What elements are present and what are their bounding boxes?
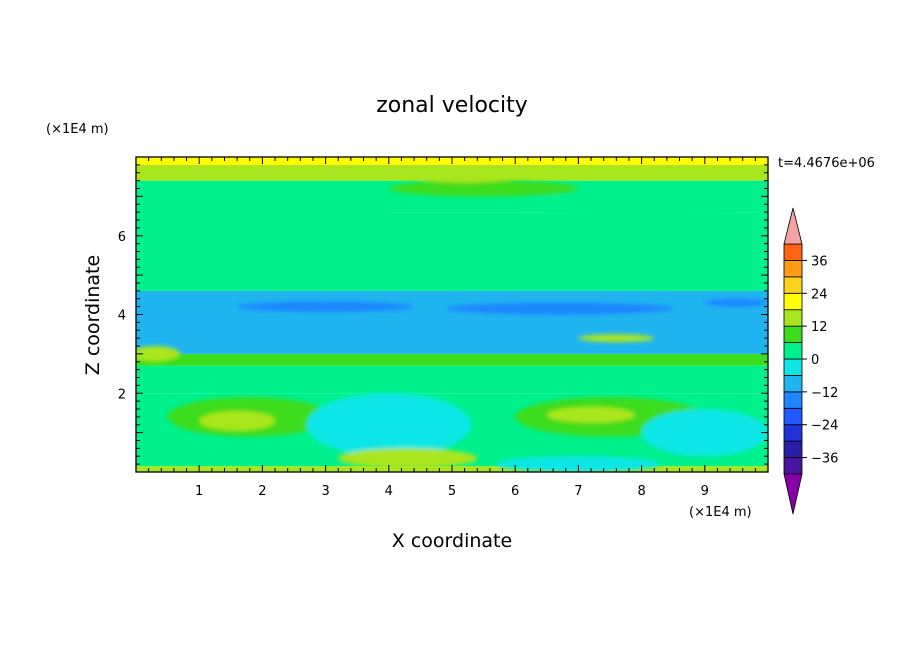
contour-patch-5 bbox=[641, 409, 768, 457]
contour-patch-11 bbox=[262, 227, 642, 276]
contour-patch-1 bbox=[199, 410, 276, 431]
contour-band-4 bbox=[136, 290, 768, 354]
colorbar-swatch bbox=[783, 407, 803, 426]
colorbar-tick-label: 0 bbox=[811, 353, 819, 368]
colorbar-tick-label: 12 bbox=[811, 320, 828, 335]
x-tick-label: 6 bbox=[511, 484, 519, 499]
colorbar-swatch bbox=[783, 440, 803, 458]
contour-patch-18 bbox=[173, 247, 250, 264]
x-tick-label: 2 bbox=[258, 484, 266, 499]
y-axis: 2 4 6 bbox=[118, 164, 768, 465]
x-tick-label: 5 bbox=[448, 484, 456, 499]
contour-patch-16 bbox=[578, 334, 655, 343]
x-tick-label: 8 bbox=[637, 484, 645, 499]
colorbar-swatch bbox=[783, 260, 803, 278]
contour-patch-15 bbox=[414, 170, 516, 183]
colorbar-swatch bbox=[783, 243, 803, 261]
colorbar: 36 24 12 0 −12 −24 −36 bbox=[783, 207, 838, 515]
contour-band-2 bbox=[136, 365, 768, 394]
y-tick-label: 2 bbox=[118, 387, 126, 402]
x-axis: 1 2 3 4 5 6 7 8 9 bbox=[148, 157, 769, 499]
y-tick-label: 6 bbox=[118, 230, 126, 245]
x-tick-label: 4 bbox=[385, 484, 393, 499]
y-axis-label: Z coordinate bbox=[82, 255, 104, 375]
colorbar-tick-label: −24 bbox=[811, 419, 838, 434]
x-tick-label: 3 bbox=[321, 484, 329, 499]
contour-patch-6 bbox=[338, 448, 478, 469]
contour-patch-7 bbox=[496, 456, 661, 472]
colorbar-tick-label: 24 bbox=[811, 287, 828, 302]
contour-patch-2 bbox=[306, 393, 471, 457]
contour-patch-9 bbox=[445, 302, 674, 315]
contour-patch-12 bbox=[136, 200, 389, 224]
colorbar-swatch bbox=[783, 309, 803, 327]
colorbar-swatch bbox=[783, 375, 803, 393]
chart-title: zonal velocity bbox=[376, 93, 528, 118]
contour-patch-10 bbox=[704, 298, 768, 307]
x-units-label: (×1E4 m) bbox=[689, 505, 752, 520]
colorbar-swatch bbox=[783, 457, 803, 475]
contour-patch-8 bbox=[237, 301, 415, 312]
colorbar-swatch bbox=[783, 276, 803, 294]
contour-band-3 bbox=[136, 353, 768, 366]
colorbar-swatch bbox=[783, 358, 803, 376]
x-tick-label: 7 bbox=[574, 484, 582, 499]
contour-patch-4 bbox=[546, 407, 636, 423]
colorbar-swatch bbox=[783, 391, 803, 409]
colorbar-swatch bbox=[783, 292, 803, 311]
contour-field bbox=[136, 157, 768, 472]
contour-patches bbox=[136, 170, 768, 472]
x-tick-label: 9 bbox=[701, 484, 709, 499]
colorbar-swatch bbox=[783, 424, 803, 442]
contour-patch-13 bbox=[515, 194, 768, 215]
x-axis-label: X coordinate bbox=[392, 530, 512, 552]
contour-patch-14 bbox=[388, 180, 579, 197]
time-label: t=4.4676e+06 bbox=[778, 156, 875, 171]
y-units-label: (×1E4 m) bbox=[46, 122, 109, 137]
colorbar-max-extension bbox=[783, 207, 803, 245]
colorbar-min-extension bbox=[783, 473, 803, 515]
y-tick-label: 4 bbox=[118, 309, 126, 324]
colorbar-swatch bbox=[783, 342, 803, 360]
colorbar-tick-label: 36 bbox=[811, 254, 828, 269]
colorbar-tick-label: −12 bbox=[811, 386, 838, 401]
contour-patch-17 bbox=[136, 346, 181, 362]
colorbar-swatch bbox=[783, 325, 803, 343]
colorbar-tick-label: −36 bbox=[811, 452, 838, 467]
x-tick-label: 1 bbox=[195, 484, 203, 499]
